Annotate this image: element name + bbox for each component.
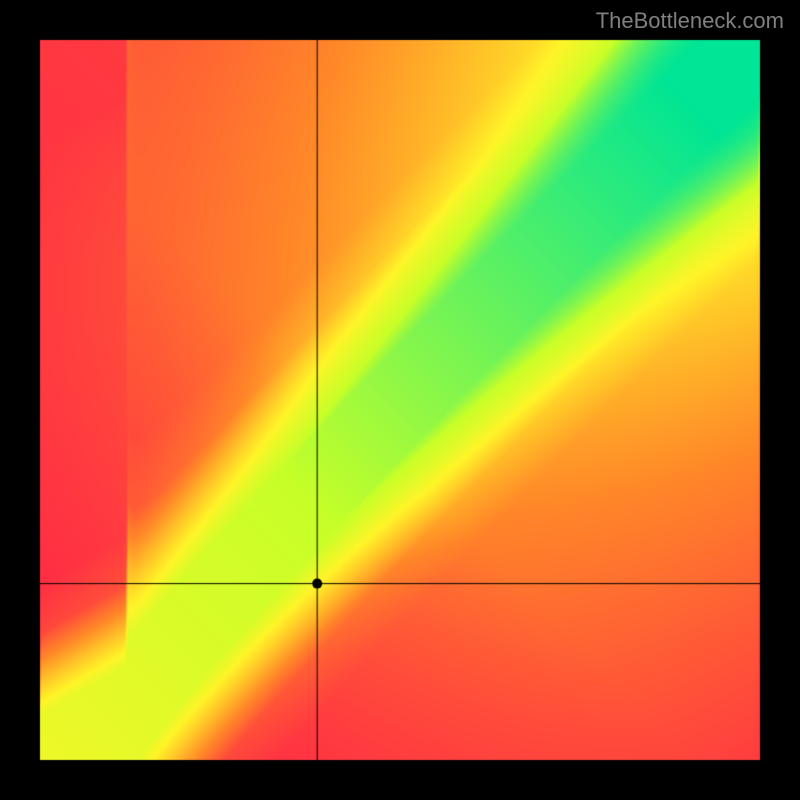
heatmap-canvas — [0, 0, 800, 800]
chart-container: TheBottleneck.com — [0, 0, 800, 800]
watermark-text: TheBottleneck.com — [596, 8, 784, 34]
